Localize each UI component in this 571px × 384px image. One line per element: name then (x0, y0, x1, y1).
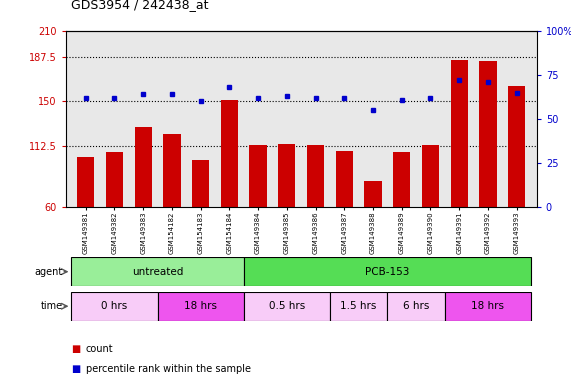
Bar (244, 257, 531, 286)
Bar (330, 292, 387, 321)
Text: time: time (41, 301, 63, 311)
Text: 0 hrs: 0 hrs (102, 301, 128, 311)
Bar (244, 292, 330, 321)
Bar (163, 134, 180, 207)
Bar (422, 145, 439, 207)
Text: 1.5 hrs: 1.5 hrs (340, 301, 377, 311)
Bar (364, 182, 381, 207)
Text: GDS3954 / 242438_at: GDS3954 / 242438_at (71, 0, 209, 12)
Bar (135, 127, 152, 207)
Bar (221, 100, 238, 207)
Text: untreated: untreated (132, 266, 183, 277)
Bar (479, 61, 497, 207)
Bar (71, 257, 244, 286)
Bar (71, 292, 158, 321)
Text: agent: agent (35, 266, 63, 277)
Bar (192, 160, 210, 207)
Bar (158, 292, 244, 321)
Text: 0.5 hrs: 0.5 hrs (269, 301, 305, 311)
Text: 18 hrs: 18 hrs (184, 301, 217, 311)
Text: percentile rank within the sample: percentile rank within the sample (86, 364, 251, 374)
Bar (445, 292, 531, 321)
Bar (106, 152, 123, 207)
Bar (336, 151, 353, 207)
Text: PCB-153: PCB-153 (365, 266, 409, 277)
Text: ■: ■ (71, 364, 81, 374)
Bar (77, 157, 94, 207)
Bar (250, 145, 267, 207)
Bar (387, 292, 445, 321)
Bar (451, 60, 468, 207)
Text: ■: ■ (71, 344, 81, 354)
Bar (307, 145, 324, 207)
Text: 6 hrs: 6 hrs (403, 301, 429, 311)
Bar (393, 152, 411, 207)
Bar (508, 86, 525, 207)
Text: count: count (86, 344, 113, 354)
Bar (278, 144, 295, 207)
Text: 18 hrs: 18 hrs (472, 301, 504, 311)
